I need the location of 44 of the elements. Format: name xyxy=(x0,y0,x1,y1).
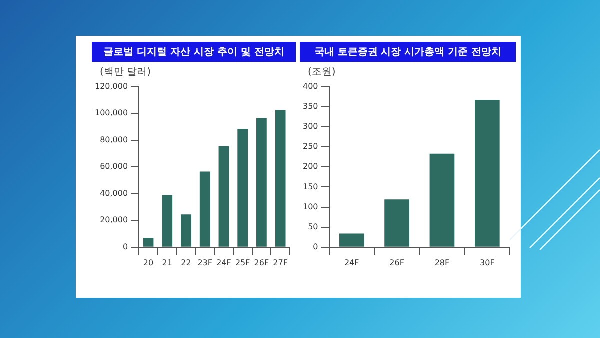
bar xyxy=(143,238,154,247)
y-axis-title: (백만 달러) xyxy=(100,66,152,79)
y-tick-label: 100 xyxy=(302,202,318,212)
x-tick-label: 24F xyxy=(216,258,232,268)
y-tick-label: 250 xyxy=(302,142,318,152)
y-tick-label: 40,000 xyxy=(100,188,128,198)
y-tick-label: 300 xyxy=(302,122,318,132)
y-tick-label: 400 xyxy=(302,82,318,91)
y-tick-label: 50 xyxy=(308,222,318,232)
bar xyxy=(256,118,267,247)
x-tick-label: 24F xyxy=(344,258,360,268)
y-tick-label: 60,000 xyxy=(100,162,128,172)
x-tick-label: 26F xyxy=(254,258,270,268)
y-tick-label: 80,000 xyxy=(100,135,128,144)
x-tick-label: 21 xyxy=(162,258,172,268)
bar xyxy=(218,146,230,247)
y-tick-label: 20,000 xyxy=(100,216,128,225)
y-tick-label: 0 xyxy=(313,242,318,252)
x-tick-label: 23F xyxy=(198,258,213,268)
y-tick-label: 350 xyxy=(302,102,318,111)
bar xyxy=(275,110,286,247)
bar xyxy=(200,172,210,247)
chart-title: 글로벌 디지털 자산 시장 추이 및 전망치 xyxy=(92,42,296,62)
x-tick-label: 22 xyxy=(181,258,192,268)
bar xyxy=(474,100,500,247)
x-tick-label: 27F xyxy=(273,258,288,268)
bar xyxy=(181,214,192,247)
y-tick-label: 120,000 xyxy=(94,82,128,91)
bar xyxy=(339,234,364,247)
bar xyxy=(384,200,410,247)
bar xyxy=(430,154,455,247)
y-tick-label: 0 xyxy=(122,242,128,252)
y-axis-title: (조원) xyxy=(308,66,337,79)
bar xyxy=(238,128,248,247)
chart-title: 국내 토큰증권 시장 시가총액 기준 전망치 xyxy=(300,42,516,62)
x-tick-label: 25F xyxy=(235,258,251,268)
x-tick-label: 28F xyxy=(434,258,450,268)
x-tick-label: 30F xyxy=(480,258,496,268)
x-tick-label: 20 xyxy=(143,258,154,268)
bar xyxy=(162,195,173,247)
y-tick-label: 100,000 xyxy=(94,108,128,118)
x-tick-label: 26F xyxy=(390,258,405,268)
y-tick-label: 150 xyxy=(302,182,318,192)
y-tick-label: 200 xyxy=(302,162,318,172)
